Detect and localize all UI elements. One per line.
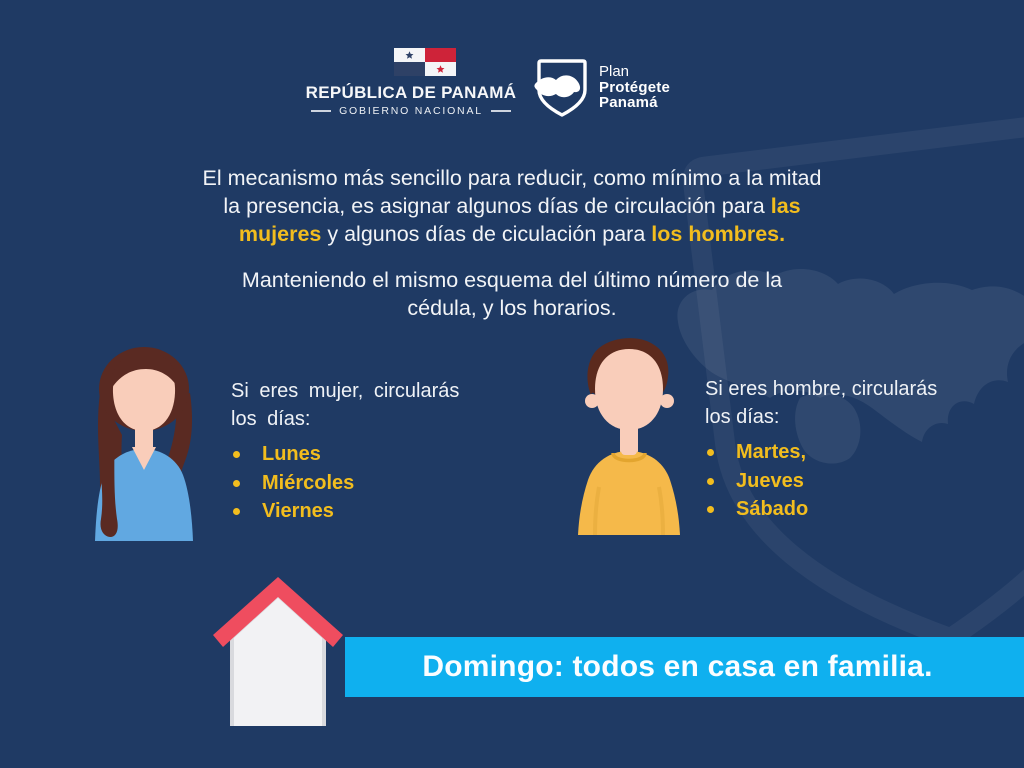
day-label: Miércoles [262,471,355,494]
bullet-icon [707,477,714,485]
note-line2: cédula, y los horarios. [407,296,617,320]
woman-illustration [95,347,193,541]
government-label: GOBIERNO NACIONAL [339,105,483,117]
day-label: Viernes [262,500,334,522]
day-label: Sábado [736,498,809,520]
note-line1: Manteniendo el mismo esquema del último … [241,268,783,292]
list-item: Jueves [705,467,971,496]
panama-flag-icon [394,48,456,76]
house-icon [213,577,343,726]
protegete-word: Protégete [599,78,670,96]
scheme-note: Manteniendo el mismo esquema del último … [107,266,917,322]
intro-line2: la presencia, es asignar algunos días de… [223,194,765,218]
day-label: Lunes [262,443,321,465]
bullet-icon [233,451,240,458]
right-dash [490,110,511,112]
list-item: Martes, [705,438,971,467]
men-intro-line1: Si eres hombre, circularás [705,378,938,400]
plan-shield-logo-icon [534,59,587,117]
women-days-list: Lunes Miércoles Viernes [231,440,494,526]
bullet-icon [707,449,714,456]
highlight-mujeres: mujeres [238,222,322,246]
left-dash [311,110,332,112]
intro-line3: y algunos días de ciculación para [327,222,646,246]
list-item: Lunes [231,440,494,469]
men-schedule: Si eres hombre, circularás los días: Mar… [705,376,971,524]
men-intro-line2: los días: [705,405,780,428]
men-days-list: Martes, Jueves Sábado [705,438,971,524]
sunday-banner: Domingo: todos en casa en familia. [345,637,1024,697]
panama-word: Panamá [599,94,658,111]
list-item: Sábado [705,495,971,524]
banner-text: Domingo: todos en casa en familia. [422,650,933,683]
man-illustration [578,338,680,536]
day-label: Martes, [736,441,807,463]
republic-title: REPÚBLICA DE PANAMÁ [305,83,517,102]
bullet-icon [233,479,240,487]
plan-logo-text: Plan Protégete Panamá [599,64,670,111]
highlight-los-hombres: los hombres. [651,222,786,246]
list-item: Viernes [231,497,494,526]
bullet-icon [233,508,240,515]
plan-word: Plan [599,63,630,80]
women-schedule: Si eres mujer, circularás los días: Lune… [231,378,494,526]
bullet-icon [707,506,714,513]
women-intro-line1: Si eres mujer, circularás [231,380,460,402]
day-label: Jueves [736,469,804,492]
intro-line1: El mecanismo más sencillo para reducir, … [202,166,822,190]
intro-paragraph: El mecanismo más sencillo para reducir, … [107,164,917,248]
government-subtitle: GOBIERNO NACIONAL [280,105,542,117]
women-intro-line2: los días: [231,407,311,430]
highlight-las: las [770,194,801,218]
list-item: Miércoles [231,469,494,498]
